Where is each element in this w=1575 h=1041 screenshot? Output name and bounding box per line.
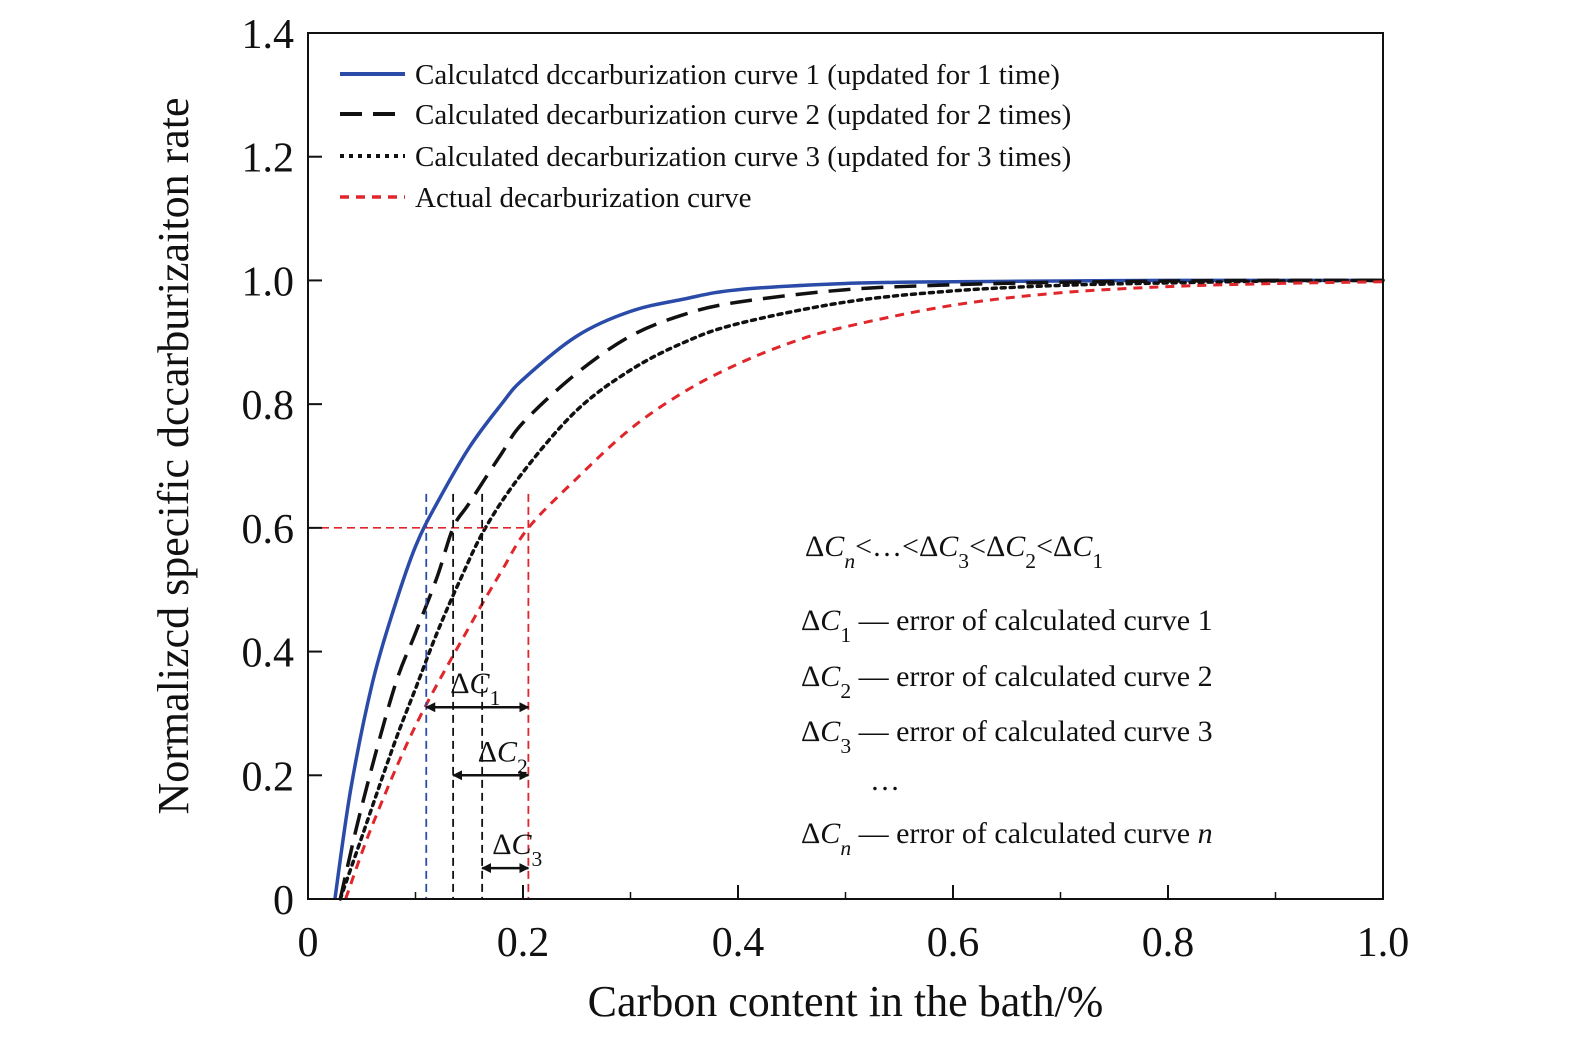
x-tick-label-1: 0.2: [497, 920, 550, 966]
y-axis-title: Normalizcd specific dccarburizaiton rate: [149, 97, 198, 814]
delta-label-2: ΔC2: [478, 735, 528, 778]
y-tick-label-4: 0.8: [242, 383, 295, 429]
error-line-4: ΔCn — error of calculated curve n: [801, 817, 1213, 860]
y-tick-label-2: 0.4: [242, 631, 295, 677]
x-tick-label-2: 0.4: [712, 920, 765, 966]
legend-label-2: Calculated decarburization curve 2 (upda…: [415, 99, 1071, 131]
delta-label-3: ΔC3: [492, 828, 542, 871]
y-tick-label-5: 1.0: [242, 259, 295, 305]
ellipsis-annotation: …: [870, 764, 900, 797]
error-line-1: ΔC1 — error of calculated curve 1: [801, 604, 1213, 647]
error-line-2: ΔC2 — error of calculated curve 2: [801, 660, 1213, 703]
y-tick-label-6: 1.2: [242, 136, 295, 182]
inequality-annotation: ΔCn<…<ΔC3<ΔC2<ΔC1: [805, 530, 1103, 573]
y-tick-label-1: 0.2: [242, 754, 295, 800]
x-tick-label-0: 0: [298, 920, 319, 966]
delta-label-1: ΔC1: [450, 667, 500, 710]
series-line-3: [338, 278, 1385, 901]
y-tick-label-7: 1.4: [242, 12, 295, 58]
legend-label-3: Calculated decarburization curve 3 (upda…: [415, 141, 1071, 173]
series-line-4: [344, 280, 1384, 900]
x-tick-label-3: 0.6: [927, 920, 980, 966]
legend-label-4: Actual decarburization curve: [415, 182, 752, 214]
y-tick-label-3: 0.6: [242, 507, 295, 553]
series-line-2: [338, 278, 1384, 900]
x-axis-title: Carbon content in the bath/%: [588, 977, 1104, 1026]
x-tick-label-4: 0.8: [1142, 920, 1195, 966]
error-line-3: ΔC3 — error of calculated curve 3: [801, 715, 1213, 758]
legend-label-1: Calculatcd dccarburization curve 1 (upda…: [415, 59, 1060, 91]
x-tick-label-5: 1.0: [1357, 920, 1410, 966]
y-tick-label-0: 0: [273, 878, 294, 924]
